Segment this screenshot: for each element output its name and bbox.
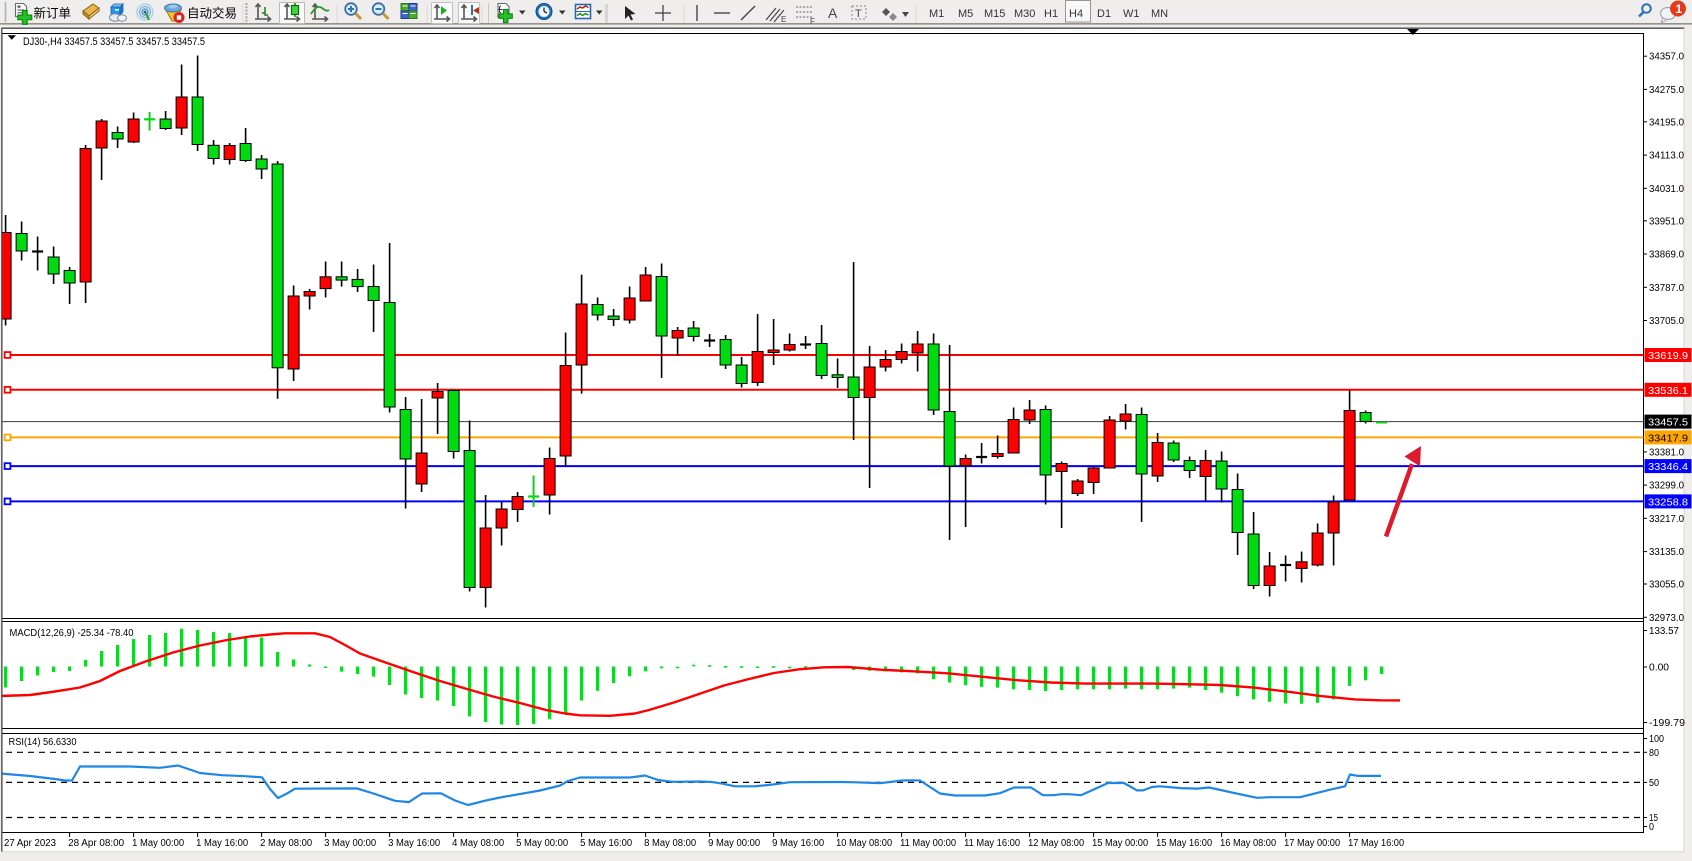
svg-text:33869.0: 33869.0: [1649, 250, 1684, 261]
svg-text:3 May 00:00: 3 May 00:00: [324, 838, 376, 849]
svg-text:34113.0: 34113.0: [1649, 151, 1684, 162]
svg-text:8 May 08:00: 8 May 08:00: [644, 838, 696, 849]
svg-text:F: F: [810, 17, 815, 26]
svg-text:28 Apr 08:00: 28 Apr 08:00: [68, 838, 124, 849]
svg-text:M15: M15: [984, 8, 1005, 20]
svg-text:34357.0: 34357.0: [1649, 52, 1684, 63]
svg-text:33536.1: 33536.1: [1648, 385, 1688, 397]
svg-text:27 Apr 2023: 27 Apr 2023: [4, 838, 56, 849]
svg-text:33135.0: 33135.0: [1649, 547, 1684, 558]
svg-text:-199.79: -199.79: [1649, 718, 1685, 729]
svg-text:0: 0: [1649, 822, 1654, 833]
svg-text:32973.0: 32973.0: [1649, 613, 1684, 624]
svg-text:1: 1: [1676, 2, 1683, 16]
svg-text:9 May 16:00: 9 May 16:00: [772, 838, 824, 849]
svg-text:1 May 16:00: 1 May 16:00: [196, 838, 248, 849]
svg-text:12 May 08:00: 12 May 08:00: [1028, 838, 1084, 849]
svg-text:3 May 16:00: 3 May 16:00: [388, 838, 440, 849]
svg-text:D1: D1: [1097, 8, 1111, 20]
svg-text:新订单: 新订单: [34, 6, 72, 21]
svg-text:M30: M30: [1014, 8, 1035, 20]
svg-text:MN: MN: [1151, 8, 1168, 20]
svg-text:33951.0: 33951.0: [1649, 216, 1684, 227]
svg-text:17 May 00:00: 17 May 00:00: [1284, 838, 1340, 849]
svg-text:E: E: [781, 15, 786, 24]
svg-text:自动交易: 自动交易: [187, 6, 237, 21]
svg-text:15 May 00:00: 15 May 00:00: [1092, 838, 1148, 849]
svg-text:11 May 16:00: 11 May 16:00: [964, 838, 1020, 849]
svg-text:15: 15: [1649, 813, 1658, 824]
svg-text:33381.0: 33381.0: [1649, 447, 1684, 458]
svg-text:H4: H4: [1069, 8, 1083, 20]
svg-text:1 May 00:00: 1 May 00:00: [132, 838, 184, 849]
svg-text:M5: M5: [958, 8, 973, 20]
svg-text:4 May 08:00: 4 May 08:00: [452, 838, 504, 849]
svg-text:W1: W1: [1123, 8, 1140, 20]
svg-text:11 May 00:00: 11 May 00:00: [900, 838, 956, 849]
svg-text:33258.8: 33258.8: [1648, 496, 1688, 508]
svg-text:M1: M1: [929, 8, 944, 20]
svg-text:33417.9: 33417.9: [1648, 432, 1688, 444]
svg-text:9 May 00:00: 9 May 00:00: [708, 838, 760, 849]
svg-text:33217.0: 33217.0: [1649, 514, 1684, 525]
svg-text:16 May 08:00: 16 May 08:00: [1220, 838, 1276, 849]
svg-text:DJ30-,H4 33457.5 33457.5 3345: DJ30-,H4 33457.5 33457.5 33457.5 33457.5: [23, 36, 205, 48]
svg-text:15 May 16:00: 15 May 16:00: [1156, 838, 1212, 849]
svg-text:34275.0: 34275.0: [1649, 85, 1684, 96]
svg-text:17 May 16:00: 17 May 16:00: [1348, 838, 1404, 849]
svg-text:2 May 08:00: 2 May 08:00: [260, 838, 312, 849]
svg-text:34195.0: 34195.0: [1649, 117, 1684, 128]
svg-text:33705.0: 33705.0: [1649, 316, 1684, 327]
svg-text:50: 50: [1649, 778, 1659, 789]
svg-text:100: 100: [1649, 734, 1664, 745]
svg-text:33619.9: 33619.9: [1648, 350, 1688, 362]
svg-text:33055.0: 33055.0: [1649, 580, 1684, 591]
svg-text:10 May 08:00: 10 May 08:00: [836, 838, 892, 849]
svg-text:5 May 16:00: 5 May 16:00: [580, 838, 632, 849]
svg-text:T: T: [855, 8, 862, 20]
svg-text:5 May 00:00: 5 May 00:00: [516, 838, 568, 849]
svg-text:34031.0: 34031.0: [1649, 184, 1684, 195]
svg-text:A: A: [828, 5, 838, 21]
svg-text:H1: H1: [1044, 8, 1058, 20]
svg-text:RSI(14) 56.6330: RSI(14) 56.6330: [9, 737, 77, 748]
svg-text:33787.0: 33787.0: [1649, 283, 1684, 294]
svg-text:33346.4: 33346.4: [1648, 461, 1688, 473]
svg-text:0.00: 0.00: [1649, 663, 1669, 674]
svg-text:133.57: 133.57: [1649, 626, 1679, 637]
svg-text:33457.5: 33457.5: [1648, 417, 1688, 429]
svg-text:80: 80: [1649, 748, 1659, 759]
svg-text:33299.0: 33299.0: [1649, 481, 1684, 492]
svg-text:MACD(12,26,9) -25.34 -78.40: MACD(12,26,9) -25.34 -78.40: [10, 628, 134, 639]
